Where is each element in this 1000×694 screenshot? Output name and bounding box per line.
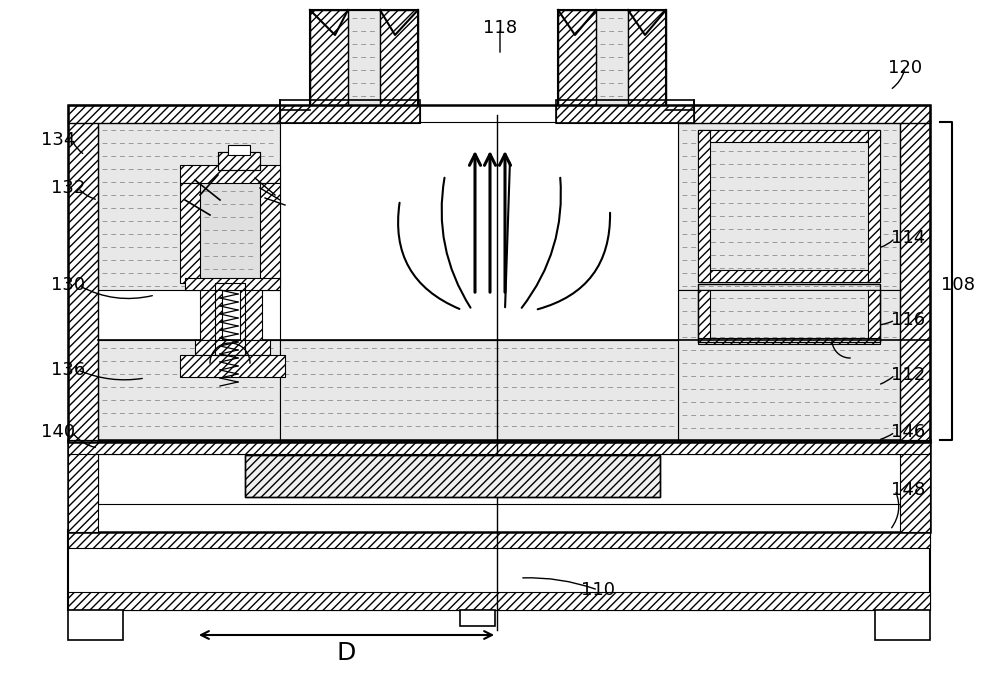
Bar bbox=[68, 610, 123, 640]
Bar bbox=[556, 105, 694, 123]
Text: 118: 118 bbox=[483, 19, 517, 37]
Bar bbox=[678, 122, 900, 290]
Bar bbox=[218, 152, 260, 170]
Text: 148: 148 bbox=[891, 481, 925, 499]
Bar bbox=[900, 440, 930, 532]
Bar bbox=[68, 440, 98, 532]
Bar bbox=[558, 10, 666, 110]
Bar bbox=[678, 105, 930, 123]
Text: 116: 116 bbox=[891, 311, 925, 329]
Bar bbox=[698, 290, 710, 342]
Bar bbox=[875, 610, 930, 640]
Bar bbox=[68, 105, 930, 442]
Text: 146: 146 bbox=[891, 423, 925, 441]
Bar bbox=[868, 290, 880, 342]
Bar bbox=[180, 355, 285, 377]
Bar bbox=[280, 105, 420, 123]
Bar bbox=[68, 440, 930, 532]
Bar bbox=[68, 120, 98, 442]
Bar bbox=[380, 10, 418, 110]
Bar bbox=[68, 530, 930, 610]
Bar bbox=[348, 10, 380, 110]
Bar bbox=[260, 183, 280, 283]
Bar bbox=[900, 120, 930, 442]
Text: 120: 120 bbox=[888, 59, 922, 77]
Bar bbox=[280, 340, 678, 442]
Bar bbox=[698, 284, 880, 342]
Bar bbox=[698, 130, 710, 282]
Bar bbox=[98, 122, 280, 290]
Text: 140: 140 bbox=[41, 423, 75, 441]
Bar bbox=[68, 530, 930, 548]
FancyArrowPatch shape bbox=[538, 213, 610, 310]
Bar bbox=[215, 283, 245, 355]
Bar bbox=[280, 122, 678, 340]
Bar bbox=[98, 454, 902, 504]
Bar bbox=[68, 592, 930, 610]
Bar bbox=[200, 285, 222, 340]
Bar bbox=[200, 183, 260, 283]
Bar bbox=[245, 455, 660, 497]
Bar bbox=[68, 105, 280, 123]
Text: 130: 130 bbox=[51, 276, 85, 294]
Bar bbox=[195, 340, 270, 355]
Bar bbox=[185, 278, 280, 290]
Text: 134: 134 bbox=[41, 131, 75, 149]
FancyArrowPatch shape bbox=[398, 203, 459, 309]
Bar bbox=[310, 10, 348, 110]
Bar bbox=[228, 145, 250, 155]
Bar bbox=[240, 285, 262, 340]
Bar bbox=[180, 165, 280, 183]
Bar bbox=[556, 100, 694, 123]
Text: 136: 136 bbox=[51, 361, 85, 379]
Bar bbox=[558, 10, 596, 110]
Bar bbox=[628, 10, 666, 110]
Bar bbox=[868, 130, 880, 282]
Bar bbox=[180, 183, 200, 283]
Bar bbox=[698, 338, 880, 344]
Bar bbox=[698, 270, 880, 282]
Bar bbox=[245, 455, 660, 497]
Text: 132: 132 bbox=[51, 179, 85, 197]
Text: D: D bbox=[337, 641, 356, 665]
Bar bbox=[218, 152, 260, 170]
Bar bbox=[678, 290, 900, 442]
Bar bbox=[310, 10, 418, 110]
Bar bbox=[280, 100, 420, 123]
Text: 108: 108 bbox=[941, 276, 975, 294]
Bar bbox=[698, 130, 880, 142]
Bar bbox=[698, 290, 880, 342]
Bar bbox=[596, 10, 628, 110]
Bar bbox=[698, 130, 880, 282]
FancyArrowPatch shape bbox=[522, 178, 561, 308]
Text: 110: 110 bbox=[581, 581, 615, 599]
Bar bbox=[460, 610, 495, 626]
FancyArrowPatch shape bbox=[505, 163, 510, 307]
FancyArrowPatch shape bbox=[442, 178, 470, 307]
Bar bbox=[68, 440, 930, 454]
Bar bbox=[98, 340, 280, 442]
Text: 112: 112 bbox=[891, 366, 925, 384]
Text: 114: 114 bbox=[891, 229, 925, 247]
